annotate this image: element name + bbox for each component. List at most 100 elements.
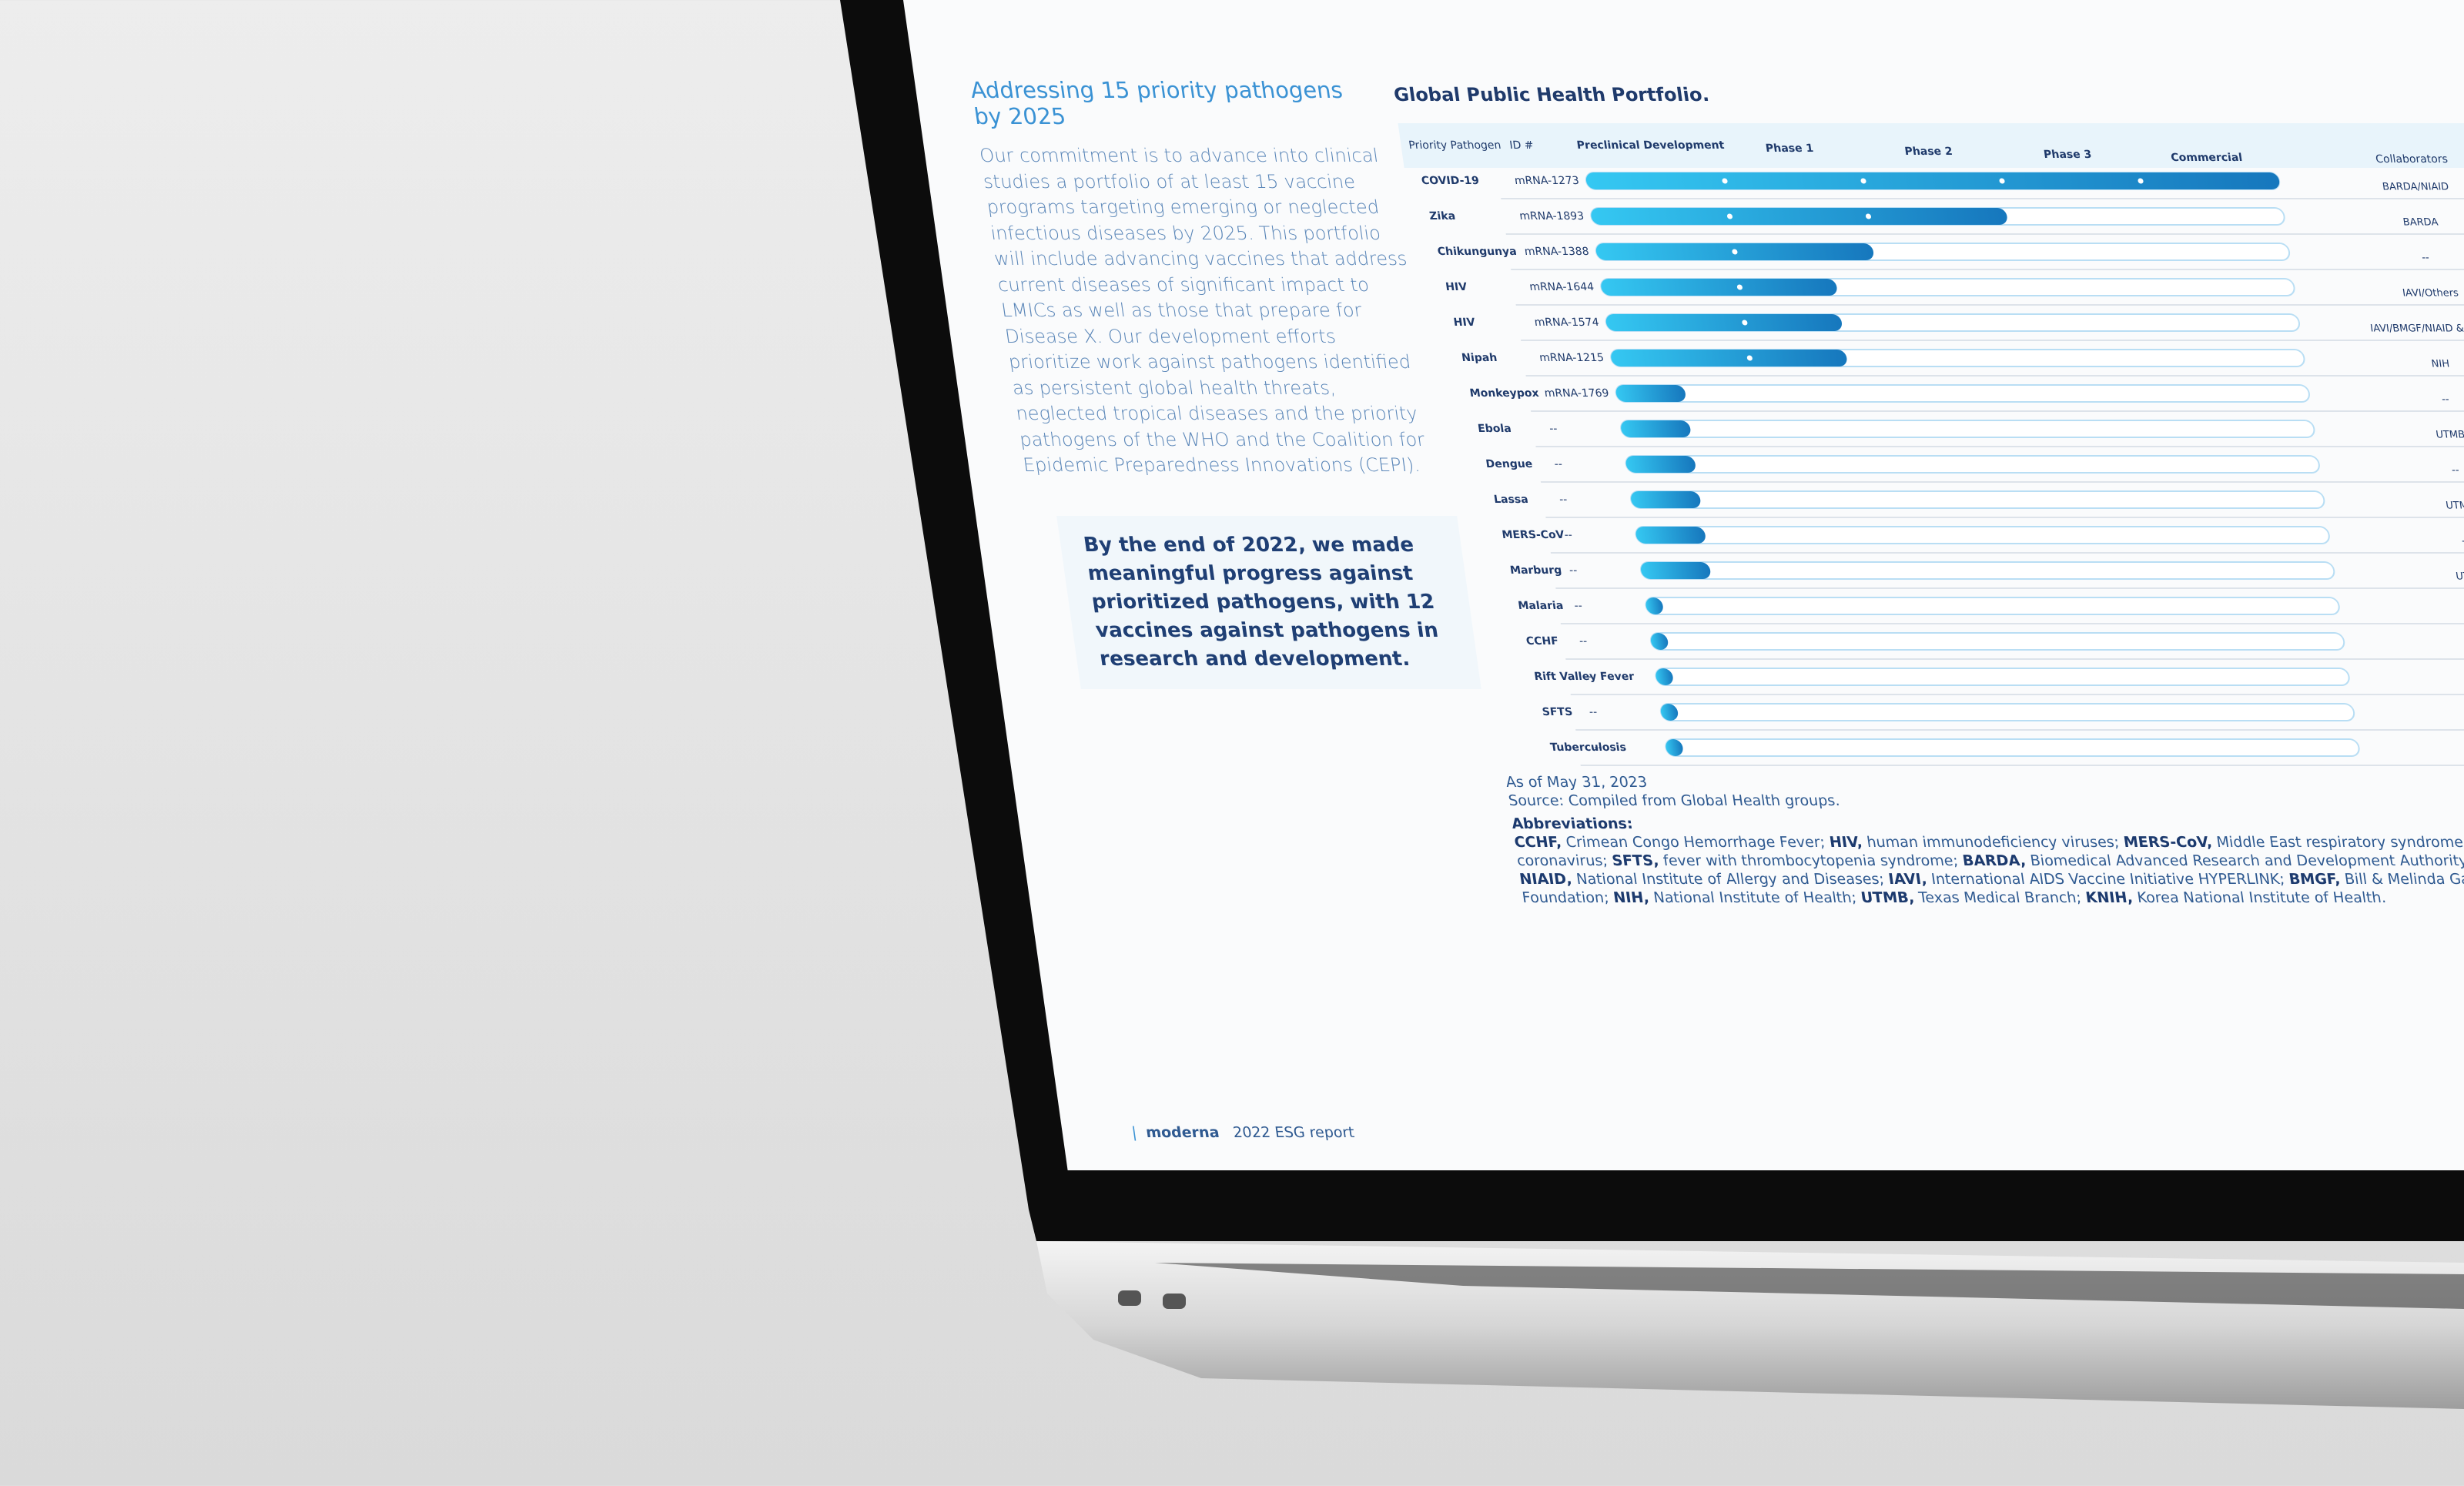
brand: moderna [1144,1124,1220,1141]
portfolio-chart: Global Public Health Portfolio. Priority… [1392,84,2464,766]
id-label: -- [1593,741,1602,754]
id-label: -- [1558,494,1568,506]
track [1635,526,2330,544]
track [1649,632,2345,651]
progress-bar [1615,385,1686,402]
pathogen-label: Malaria [1517,600,1564,612]
pathogen-label: HIV [1445,281,1468,293]
phase-dot [1736,284,1743,290]
abbreviations: CCHF, Crimean Congo Hemorrhage Fever; HI… [1513,833,2464,907]
abbr-definition: Korea National Institute of Health. [2136,889,2388,906]
id-label: -- [1564,529,1573,541]
pathogen-label: Tuberculosis [1549,741,1627,754]
pathogen-label: SFTS [1542,706,1573,718]
stage-label: Phase 3 [2043,149,2092,161]
collaborator-label: BARDA/NIAID [2382,182,2449,193]
abbr-term: BMGF, [2288,871,2342,888]
abbr-term: SFTS, [1611,852,1660,869]
column-header: Collaborators [2375,153,2449,166]
id-label: mRNA-1388 [1524,246,1590,258]
pathogen-label: Marburg [1509,564,1562,577]
abbr-title: Abbreviations: [1510,815,1634,832]
column-header: ID # [1508,139,1534,152]
report-name: 2022 ESG report [1231,1124,1356,1141]
collaborator-label: NIH [2431,359,2450,370]
phase-dot [1732,249,1738,255]
id-label: mRNA-1273 [1514,175,1580,187]
pathogen-label: HIV [1453,316,1476,329]
track [1645,597,2340,615]
pathogen-label: Zika [1428,210,1456,223]
pathogen-label: Monkeypox [1469,387,1540,400]
pathogen-label: Nipah [1461,352,1498,364]
port [1118,1290,1141,1306]
id-label: mRNA-1644 [1528,281,1595,293]
progress-bar [1591,208,2007,225]
id-label: mRNA-1893 [1518,210,1585,223]
abbr-term: BARDA, [1961,852,2027,869]
track [1665,738,2360,757]
document-page: Addressing 15 priority pathogens by 2025… [903,0,2464,1170]
track [1630,490,2325,509]
header-band [1398,123,2464,168]
pathogen-label: MERS-CoV [1502,529,1565,541]
stage-label: Commercial [2170,152,2243,164]
abbr-definition: fever with thrombocytopenia syndrome; [1662,852,1960,869]
progress-bar [1611,350,1847,366]
abbr-definition: National Institute of Allergy and Diseas… [1575,871,1886,888]
track [1659,703,2355,721]
column-header: Priority Pathogen [1408,139,1502,152]
progress-bar [1660,704,1679,721]
track [1615,384,2310,403]
abbr-definition: Texas Medical Branch; [1917,889,2083,906]
phase-dot [1722,178,1728,184]
progress-bar [1645,597,1663,614]
footer: | moderna 2022 ESG report [1130,1124,1355,1141]
abbr-definition: International AIDS Vaccine Initiative HY… [1930,871,2286,888]
abbr-definition: human immunodeficiency viruses; [1865,834,2121,851]
stage-label: Phase 1 [1765,142,1814,155]
phase-dot [1865,213,1872,219]
pathogen-label: Ebola [1477,423,1512,435]
abbr-definition: Biomedical Advanced Research and Develop… [2029,852,2464,869]
track [1655,668,2350,686]
collaborator-label: BARDA [2402,217,2439,229]
track [1625,455,2320,474]
id-label: -- [1568,564,1578,577]
abbr-term: KNIH, [2084,889,2134,906]
collaborator-label: IAVI/Others [2402,288,2459,300]
pathogen-label: COVID-19 [1421,175,1480,187]
note-source: Source: Compiled from Global Health grou… [1507,792,1841,809]
collaborator-label: IAVI/BMGF/NIAID & Others [2369,323,2464,335]
phase-dot [2138,178,2144,184]
abbr-term: IAVI, [1887,871,1928,888]
abbr-term: HIV, [1828,834,1863,851]
progress-bar [1641,562,1711,579]
phase-dot [1742,320,1748,326]
chart-title: Global Public Health Portfolio. [1392,84,1710,105]
notes: As of May 31, 2023 Source: Compiled from… [1505,773,2464,907]
pathogen-label: Dengue [1485,458,1534,470]
port [1163,1294,1186,1309]
stage-label: Preclinical Development [1576,139,1726,152]
collaborator-label: -- [2451,465,2460,477]
abbr-term: UTMB, [1860,889,1916,906]
collaborator-label: -- [2461,536,2464,547]
id-label: mRNA-1769 [1544,387,1610,400]
keyboard-edge [1155,1263,2464,1309]
collaborator-label: UTMB [2446,500,2464,512]
abbr-term: NIH, [1612,889,1651,906]
track [1640,561,2335,580]
collaborator-label: -- [2421,253,2430,264]
id-label: -- [1548,423,1558,435]
pathogen-label: Lassa [1493,494,1529,506]
progress-bar [1666,739,1683,756]
track [1620,420,2315,438]
pathogen-label: Rift Valley Fever [1533,671,1635,683]
id-label: -- [1554,458,1563,470]
progress-bar [1601,279,1837,296]
id-label: -- [1589,706,1598,718]
progress-bar [1585,172,2280,189]
progress-bar [1605,314,1842,331]
